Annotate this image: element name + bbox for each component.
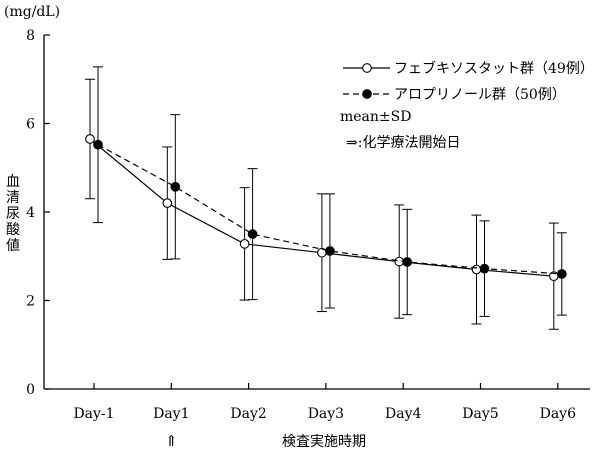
y-tick-label: 2 (26, 294, 35, 310)
data-point (479, 263, 490, 274)
data-point (471, 264, 482, 275)
data-point (239, 239, 250, 249)
data-point (325, 246, 335, 256)
chemo-start-arrow-icon: ⇑ (165, 432, 178, 450)
x-tick-label: Day5 (462, 406, 498, 422)
x-tick-label: Day4 (385, 406, 421, 422)
y-tick-label: 6 (26, 117, 35, 133)
y-tick-label: 0 (26, 382, 35, 398)
axes: 0 2 4 6 8 Day-1 Day1 Day2 Day3 Day4 Day5 Day6 (26, 28, 590, 422)
data-point (402, 257, 413, 267)
x-axis-title: 検査実施時期 (282, 434, 366, 450)
x-tick-label: Day2 (230, 406, 266, 422)
y-axis-title: 血清尿酸値 (6, 174, 20, 254)
legend-marker (362, 89, 372, 99)
series-2 (93, 66, 567, 317)
legend-item-2: アロプリノール群（50例） (343, 87, 566, 103)
legend-label: フェブキソスタット群（49例） (394, 60, 594, 77)
y-unit-label: (mg/dL) (4, 4, 60, 20)
data-point (93, 139, 103, 150)
series-layer (85, 66, 567, 330)
x-tick-label: Day-1 (73, 406, 114, 422)
data-point (162, 198, 173, 208)
legend-marker (362, 63, 372, 73)
legend: フェブキソスタット群（49例） アロプリノール群（50例） (343, 60, 594, 103)
y-tick-label: 4 (26, 205, 35, 221)
x-tick-label: Day1 (153, 406, 189, 422)
y-tick-label: 8 (26, 28, 35, 44)
arrow-note: ⇒:化学療法開始日 (346, 134, 460, 151)
stat-note: mean±SD (340, 109, 411, 125)
data-point (170, 181, 181, 192)
legend-item-1: フェブキソスタット群（49例） (343, 60, 594, 77)
data-point (556, 269, 567, 279)
legend-label: アロプリノール群（50例） (394, 87, 566, 103)
x-tick-label: Day6 (540, 406, 576, 422)
data-point (85, 134, 95, 144)
x-tick-label: Day3 (308, 406, 344, 422)
data-point (247, 229, 258, 239)
series-1 (85, 78, 559, 330)
